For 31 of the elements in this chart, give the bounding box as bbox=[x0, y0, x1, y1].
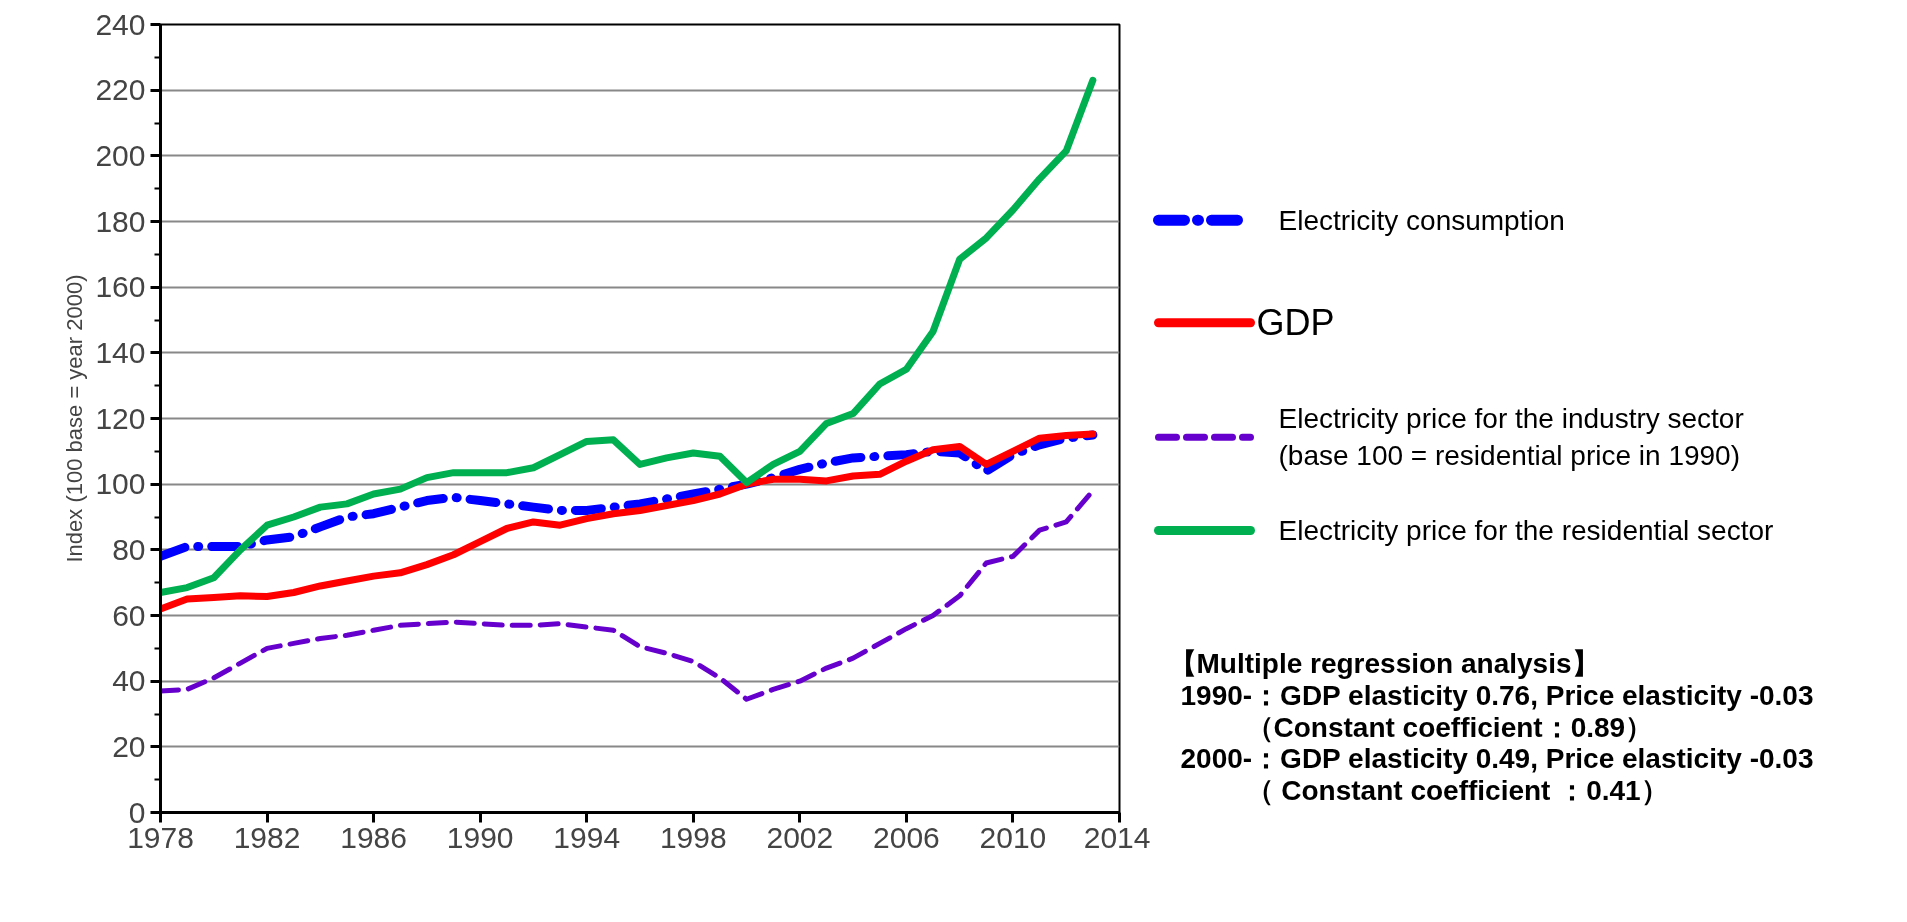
text: （Constant coefficient：0.89） bbox=[1245, 711, 1654, 743]
x-tick-label: 1986 bbox=[340, 820, 407, 854]
text: （ Constant coefficient ：0.41） bbox=[1245, 774, 1669, 806]
legend-label: Electricity price for the residential sector bbox=[1278, 514, 1774, 546]
x-tick-label: 1982 bbox=[233, 820, 301, 854]
text: 2000-：GDP elasticity 0.49, Price elasticity -0.03 bbox=[1180, 743, 1814, 775]
y-axis-title: Index (100 base = year 2000) bbox=[62, 274, 88, 563]
x-tick-label: 2010 bbox=[979, 820, 1047, 854]
text: 【Multiple regression analysis】 bbox=[1168, 648, 1600, 680]
y-tick-label: 160 bbox=[95, 270, 146, 304]
y-tick-label: 120 bbox=[95, 401, 146, 435]
x-tick-label: 1998 bbox=[659, 820, 727, 854]
y-tick-label: 60 bbox=[112, 598, 146, 632]
text: 1990-：GDP elasticity 0.76, Price elasticity -0.03 bbox=[1180, 679, 1814, 711]
legend-label: GDP bbox=[1256, 302, 1335, 344]
y-tick-label: 220 bbox=[95, 73, 146, 107]
y-tick-label: 240 bbox=[95, 7, 146, 41]
x-tick-label: 2006 bbox=[873, 820, 940, 854]
x-tick-label: 2002 bbox=[766, 820, 834, 854]
x-tick-label: 1990 bbox=[446, 820, 514, 854]
y-tick-label: 80 bbox=[112, 532, 146, 566]
y-tick-label: 180 bbox=[95, 204, 146, 238]
legend-label: Electricity consumption bbox=[1278, 204, 1565, 236]
y-tick-label: 140 bbox=[95, 335, 146, 369]
y-tick-label: 40 bbox=[112, 664, 146, 698]
x-tick-label: 2014 bbox=[1083, 820, 1151, 854]
y-tick-label: 100 bbox=[95, 467, 146, 501]
y-tick-label: 20 bbox=[112, 729, 146, 763]
legend-label: Electricity price for the industry sector (base 100 = residential price in 1990) bbox=[1278, 403, 1744, 472]
y-tick-label: 200 bbox=[95, 138, 146, 172]
x-tick-label: 1994 bbox=[553, 820, 621, 854]
